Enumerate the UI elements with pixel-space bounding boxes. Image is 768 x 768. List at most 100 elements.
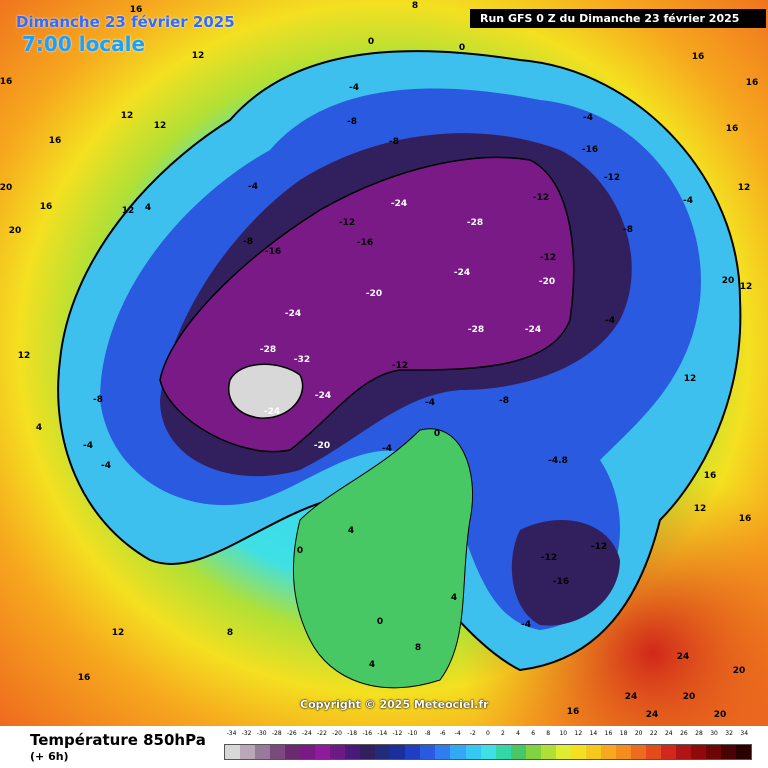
scale-swatch [240, 745, 256, 759]
scale-tick-label: -34 [226, 730, 237, 737]
scale-tick-label: 32 [725, 730, 733, 737]
temperature-label: -24 [525, 325, 541, 335]
temperature-label: 20 [733, 666, 746, 676]
temperature-label: 12 [154, 121, 167, 131]
temperature-label: -12 [604, 173, 620, 183]
scale-tick-label: 6 [531, 730, 536, 737]
temperature-label: -4 [382, 444, 392, 454]
temperature-label: -20 [366, 289, 382, 299]
scale-swatch [315, 745, 331, 759]
scale-tick-label: -24 [302, 730, 312, 737]
temperature-label: 0 [377, 617, 383, 627]
scale-tick-label: -12 [392, 730, 403, 737]
scale-tick-label: -2 [469, 730, 476, 737]
east-asia-cold-cell [511, 520, 620, 626]
temperature-label: -8 [93, 395, 103, 405]
scale-tick-label: -20 [332, 730, 342, 737]
scale-swatch [736, 745, 752, 759]
legend-footer: Température 850hPa (+ 6h) -34 -32 -30 -28 -2… [0, 726, 768, 768]
scale-swatch [525, 745, 541, 759]
temperature-label: 12 [122, 206, 135, 216]
scale-tick-label: 20 [634, 730, 643, 737]
scale-swatch [540, 745, 556, 759]
temperature-label: 16 [726, 124, 739, 134]
copyright: Copyright © 2025 Meteociel.fr [300, 698, 489, 711]
scale-swatch [270, 745, 286, 759]
scale-swatch [420, 745, 436, 759]
scale-color-bar [224, 744, 752, 760]
scale-swatch [330, 745, 346, 759]
scale-swatch [300, 745, 316, 759]
scale-tick-label: -14 [377, 730, 388, 737]
scale-tick-label: 28 [695, 730, 703, 737]
scale-swatch [255, 745, 271, 759]
temperature-label: 16 [49, 136, 62, 146]
scale-tick-label: 34 [740, 730, 749, 737]
temperature-label: -12 [541, 553, 557, 563]
temperature-label: 16 [130, 5, 143, 15]
temperature-label: 20 [683, 692, 696, 702]
scale-tick-label: 12 [574, 730, 583, 737]
temperature-label: 0 [368, 37, 374, 47]
cold-core [228, 363, 304, 419]
scale-tick-label: 8 [546, 730, 551, 737]
scale-swatch [555, 745, 571, 759]
scale-tick-label: 2 [501, 730, 505, 737]
temperature-label: 16 [704, 471, 717, 481]
scale-tick-label: 22 [649, 730, 658, 737]
scale-swatch [390, 745, 406, 759]
temperature-label: -4 [83, 441, 93, 451]
temperature-label: 16 [692, 52, 705, 62]
temperature-label: -8 [389, 137, 399, 147]
temperature-label: 0 [459, 43, 465, 53]
temperature-label: -28 [260, 345, 276, 355]
scale-tick-label: -6 [439, 730, 446, 737]
temperature-label: 12 [694, 504, 707, 514]
temperature-label: -12 [540, 253, 556, 263]
temperature-label: 24 [625, 692, 638, 702]
temperature-label: 8 [412, 1, 418, 11]
temperature-label: 12 [18, 351, 31, 361]
temperature-label: -12 [339, 218, 355, 228]
scale-swatch [345, 745, 361, 759]
scale-swatch [450, 745, 466, 759]
scale-tick-label: -30 [256, 730, 267, 737]
scale-tick-label: 4 [516, 730, 520, 737]
temperature-label: 12 [738, 183, 751, 193]
scale-swatch [675, 745, 691, 759]
temperature-label: -28 [468, 325, 484, 335]
temperature-label: 4 [348, 526, 354, 536]
scale-swatch [360, 745, 376, 759]
temperature-label: -16 [582, 145, 598, 155]
temperature-label: 20 [9, 226, 22, 236]
temperature-label: -4 [101, 461, 111, 471]
scale-swatch [435, 745, 451, 759]
temperature-label: -4 [349, 83, 359, 93]
temperature-label: 16 [567, 707, 580, 717]
temperature-label: -20 [539, 277, 555, 287]
temperature-label: -12 [591, 542, 607, 552]
temperature-label: -4.8 [548, 456, 568, 466]
scale-swatch [630, 745, 646, 759]
europe-green-zone [292, 428, 474, 689]
temperature-label: -8 [347, 117, 357, 127]
color-scale: -34 -32 -30 -28 -26 -24 -22 -20 -18 -16 -14 -12 -10-… [224, 730, 752, 764]
scale-tick-label: 26 [680, 730, 688, 737]
scale-swatch [375, 745, 391, 759]
temperature-label: 24 [677, 652, 690, 662]
scale-tick-label: 18 [619, 730, 628, 737]
scale-tick-label: 0 [485, 730, 490, 737]
temperature-label: 20 [714, 710, 727, 720]
scale-swatch [690, 745, 706, 759]
scale-swatch [495, 745, 511, 759]
scale-swatch [405, 745, 421, 759]
temperature-label: 16 [78, 673, 91, 683]
scale-swatch [615, 745, 631, 759]
scale-tick-label: -8 [424, 730, 431, 737]
temperature-label: -4 [248, 182, 258, 192]
temperature-label: -4 [521, 620, 531, 630]
scale-tick-label: -18 [347, 730, 358, 737]
temperature-label: 16 [0, 77, 12, 87]
temperature-label: -8 [243, 237, 253, 247]
scale-tick-label: -26 [286, 730, 297, 737]
